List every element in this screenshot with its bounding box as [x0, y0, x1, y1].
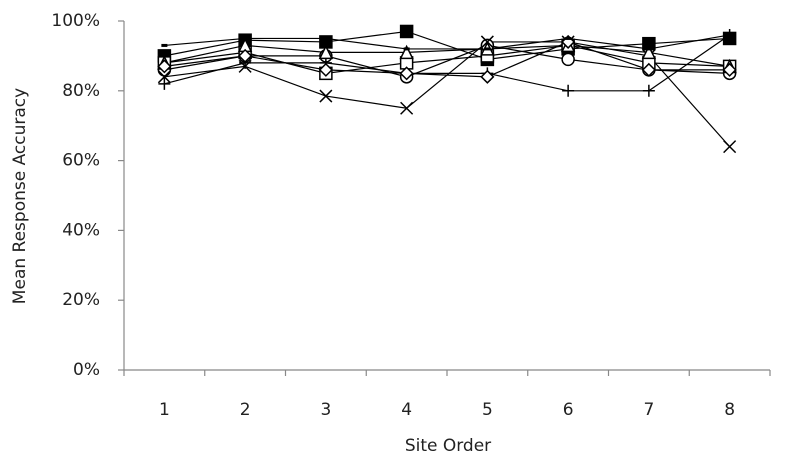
x-tick-label: 4 [401, 400, 412, 420]
x-axis-title: Site Order [405, 436, 491, 456]
x-tick-label: 2 [240, 400, 251, 420]
marker [400, 101, 414, 115]
marker [562, 84, 575, 97]
x-tick-label: 5 [482, 400, 493, 420]
marker [157, 59, 172, 74]
marker [238, 48, 253, 63]
marker [319, 89, 333, 103]
x-tick-label: 8 [724, 400, 735, 420]
y-tick-label: 20% [62, 290, 100, 310]
y-tick-label: 80% [62, 81, 100, 101]
y-tick-label: 60% [62, 151, 100, 171]
marker [318, 62, 333, 77]
marker [561, 52, 575, 67]
marker [723, 140, 737, 154]
x-tick-label: 1 [159, 400, 170, 420]
series-line [164, 44, 730, 74]
y-tick-label: 0% [73, 360, 100, 380]
series-line [164, 34, 730, 92]
x-tick-label: 3 [320, 400, 331, 420]
marker [399, 44, 414, 60]
x-tick-label: 7 [643, 400, 654, 420]
series-line [164, 34, 730, 50]
series-line [164, 41, 730, 78]
marker [722, 62, 737, 77]
marker [641, 62, 656, 77]
y-tick-label: 100% [51, 11, 100, 31]
series-line [164, 44, 730, 67]
marker [480, 69, 495, 84]
marker [318, 44, 334, 60]
x-tick-label: 6 [563, 400, 574, 420]
marker [642, 84, 655, 97]
marker [157, 70, 171, 84]
series-line [164, 30, 730, 61]
y-axis-title: Mean Response Accuracy [10, 88, 30, 304]
marker [399, 24, 414, 39]
marker [399, 66, 414, 81]
y-tick-label: 40% [62, 220, 100, 240]
marker [641, 44, 657, 60]
marker [158, 77, 171, 90]
